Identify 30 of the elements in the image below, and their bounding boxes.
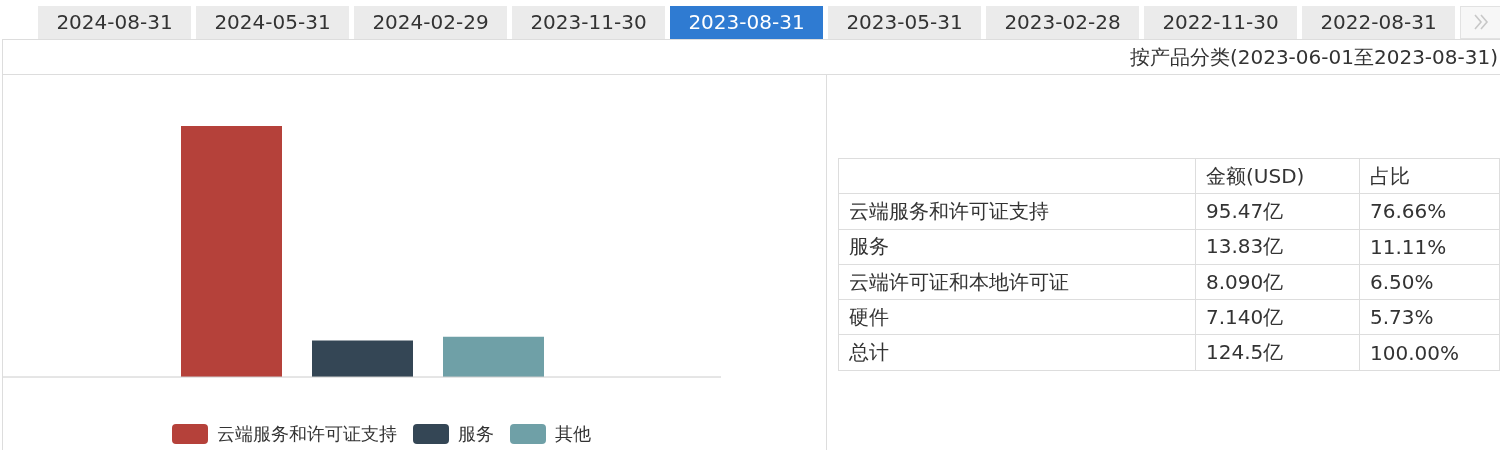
category-label: 硬件	[849, 304, 889, 329]
text: 8.090亿	[1206, 269, 1284, 294]
category-label: 云端服务和许可证支持	[849, 198, 1049, 223]
text: 95.47亿	[1206, 198, 1284, 223]
text: 5.73%	[1370, 305, 1434, 330]
category-label: 总计	[849, 340, 889, 365]
category-label: 服务	[849, 234, 889, 259]
tab: 2023-05-31	[828, 6, 981, 39]
tab: 2024-08-31	[38, 6, 191, 39]
tab: 2022-11-30	[1144, 6, 1297, 39]
category-label: 占比	[1370, 163, 1410, 188]
tab: 2024-02-29	[354, 6, 507, 39]
tab: 2023-02-28	[986, 6, 1139, 39]
legend-label: 云端服务和许可证支持	[217, 423, 397, 444]
text: 7.140亿	[1206, 304, 1284, 329]
text: 124.5亿	[1206, 340, 1284, 365]
category-label: 金额(USD)	[1206, 163, 1305, 188]
text: 100.00%	[1370, 340, 1459, 365]
tab: 2023-11-30	[512, 6, 665, 39]
text: 6.50%	[1370, 270, 1434, 295]
text: 76.66%	[1370, 199, 1447, 224]
legend-label: 服务	[458, 423, 494, 444]
tab: 2024-05-31	[196, 6, 349, 39]
text: 11.11%	[1370, 234, 1447, 259]
text: 按产品分类(2023-06-01至2023-08-31)	[1129, 45, 1498, 69]
legend-label: 其他	[555, 423, 591, 444]
tab: 2022-08-31	[1302, 6, 1455, 39]
category-label: 云端许可证和本地许可证	[849, 269, 1069, 294]
tab: 2023-08-31	[670, 6, 823, 39]
text: 13.83亿	[1206, 234, 1284, 259]
